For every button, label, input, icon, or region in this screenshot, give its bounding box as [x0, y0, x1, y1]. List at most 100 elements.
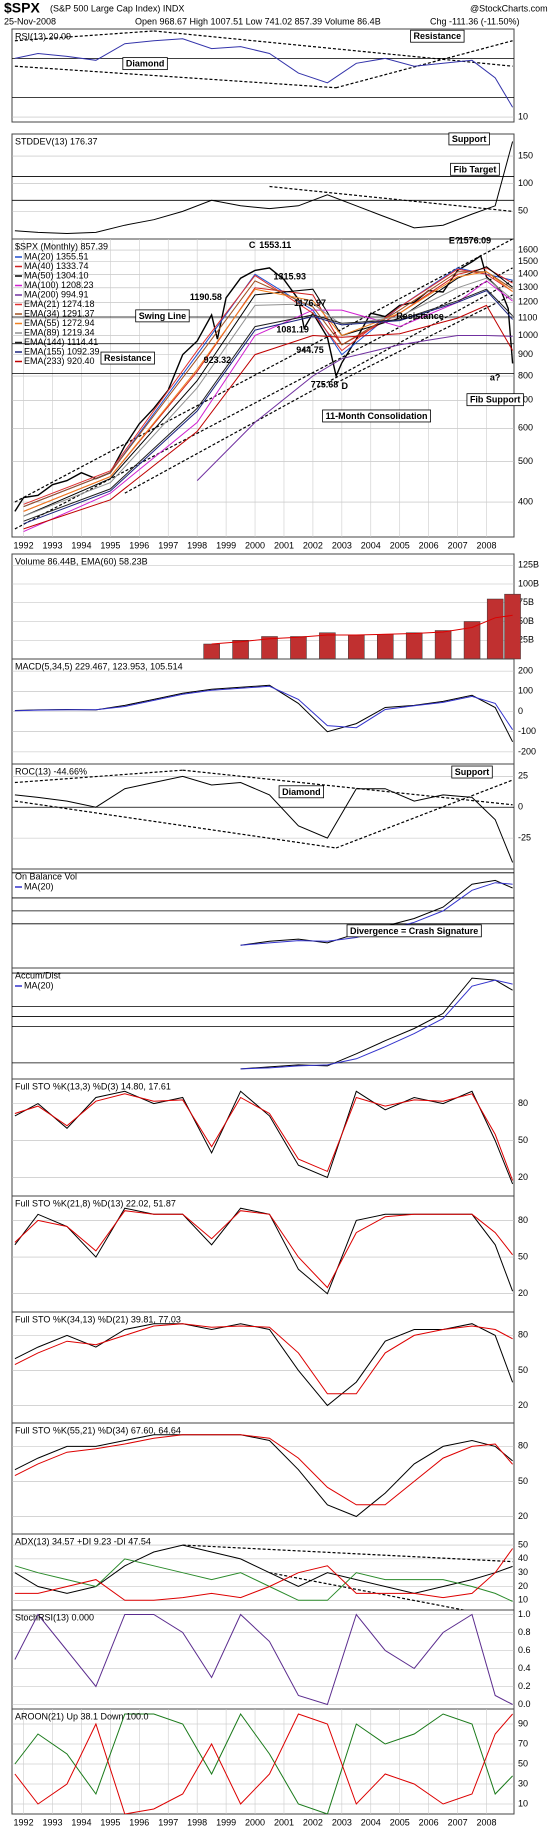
y-tick-label: 20: [518, 1400, 528, 1410]
series-line: [23, 266, 513, 517]
annotation: Resistance: [396, 311, 444, 321]
series-line: [23, 288, 513, 522]
series-line: [14, 1210, 513, 1289]
x-tick-label: 2006: [419, 1817, 439, 1827]
x-tick-label: 2007: [448, 540, 468, 550]
x-tick-label: 2004: [361, 540, 381, 550]
x-tick-label: 2006: [419, 540, 439, 550]
y-tick-label: -25: [518, 832, 531, 842]
panel-title: ROC(13) -44.66%: [15, 766, 87, 776]
x-tick-label: 1996: [129, 1817, 149, 1827]
panel-title: $SPX (Monthly) 857.39: [15, 241, 108, 251]
y-tick-label: 25: [518, 771, 528, 781]
x-tick-label: 2002: [303, 1817, 323, 1827]
annotation-box: [451, 765, 493, 779]
x-tick-label: 2001: [274, 540, 294, 550]
panel-title: ADX(13) 34.57 +DI 9.23 -DI 47.54: [15, 1536, 151, 1546]
annotation-box: [322, 409, 431, 423]
annotation: 1081.19: [276, 324, 309, 334]
change: Chg -111.36 (-11.50%): [430, 16, 520, 26]
panel-title: AROON(21) Up 38.1 Down 100.0: [15, 1711, 149, 1721]
trend-line: [182, 1544, 513, 1563]
trend-line: [269, 185, 513, 212]
annotation: Resistance: [414, 31, 462, 41]
x-tick-label: 1997: [158, 540, 178, 550]
y-tick-label: 1200: [518, 297, 538, 307]
legend-entry: MA(200) 994.91: [24, 289, 89, 299]
y-tick-label: 1600: [518, 244, 538, 254]
legend-entry: MA(20): [24, 980, 54, 990]
y-tick-label: 10: [518, 111, 528, 121]
y-tick-label: 50: [518, 1758, 528, 1768]
brand: @StockCharts.com: [470, 3, 548, 13]
trend-line: [14, 65, 337, 89]
series-line: [23, 271, 513, 508]
volume-bar: [504, 593, 521, 660]
legend-entry: MA(100) 1208.23: [24, 280, 94, 290]
volume-bar: [203, 643, 220, 660]
legend-entry: EMA(155) 1092.39: [24, 346, 100, 356]
y-tick-label: 10: [518, 1798, 528, 1808]
panel-title: MACD(5,34,5) 229.467, 123.953, 105.514: [15, 661, 183, 671]
panel-frame: [11, 1533, 515, 1611]
y-tick-label: 50: [518, 1365, 528, 1375]
volume-bar: [232, 640, 249, 660]
annotation: 775.68: [311, 380, 339, 390]
trend-line: [153, 30, 513, 67]
trend-line: [335, 294, 513, 384]
annotation: 1176.97: [294, 298, 326, 308]
annotation: Diamond: [126, 59, 165, 69]
legend-entry: MA(40) 1333.74: [24, 261, 89, 271]
y-tick-label: 30: [518, 1567, 528, 1577]
panel-frame: [11, 1195, 515, 1313]
annotation: Support: [455, 767, 490, 777]
x-tick-label: 1998: [187, 1817, 207, 1827]
panel-frame: [11, 133, 515, 240]
x-tick-label: 2000: [245, 540, 265, 550]
ohlc: Open 968.67 High 1007.51 Low 741.02 857.…: [135, 16, 381, 26]
x-tick-label: 1999: [216, 540, 236, 550]
y-tick-label: 40: [518, 1553, 528, 1563]
volume-bar: [434, 630, 452, 660]
trend-line: [182, 769, 513, 806]
x-tick-label: 2008: [476, 1817, 496, 1827]
y-tick-label: 0.8: [518, 1627, 531, 1637]
annotation: Swing Line: [139, 311, 187, 321]
volume-bar: [290, 636, 307, 660]
annotation: Divergence = Crash Signature: [350, 926, 478, 936]
x-tick-label: 1995: [100, 1817, 120, 1827]
volume-bar: [405, 632, 423, 660]
y-tick-label: 1.0: [518, 1609, 531, 1619]
legend-entry: EMA(34) 1291.37: [24, 308, 95, 318]
x-tick-label: 2005: [390, 1817, 410, 1827]
panel-title: Accum/Dist: [15, 970, 61, 980]
y-tick-label: 400: [518, 496, 533, 506]
x-tick-label: 2004: [361, 1817, 381, 1827]
y-tick-label: 100: [518, 178, 533, 188]
y-tick-label: 75B: [518, 597, 534, 607]
volume-bar: [348, 634, 365, 660]
y-tick-label: 80: [518, 1441, 528, 1451]
y-tick-label: 125B: [518, 560, 539, 570]
x-tick-label: 2002: [303, 540, 323, 550]
series-line: [23, 277, 513, 517]
annotation: Resistance: [104, 353, 152, 363]
legend-entry: MA(50) 1304.10: [24, 270, 89, 280]
annotation-box: [448, 132, 490, 146]
y-tick-label: 50: [518, 1539, 528, 1549]
y-tick-label: 0.4: [518, 1663, 531, 1673]
x-tick-label: 2003: [332, 540, 352, 550]
trend-line: [14, 769, 183, 784]
trend-line: [335, 779, 513, 849]
y-tick-label: 70: [518, 1738, 528, 1748]
y-tick-label: 10: [518, 1595, 528, 1605]
y-tick-label: 100B: [518, 578, 539, 588]
series-line: [14, 1713, 513, 1814]
series-line: [23, 267, 513, 512]
series-line: [240, 977, 513, 1070]
y-tick-label: 700: [518, 395, 533, 405]
series-line: [14, 1613, 513, 1706]
y-tick-label: 80: [518, 1215, 528, 1225]
panel-frame: [11, 1078, 515, 1197]
annotation: D: [341, 381, 348, 391]
